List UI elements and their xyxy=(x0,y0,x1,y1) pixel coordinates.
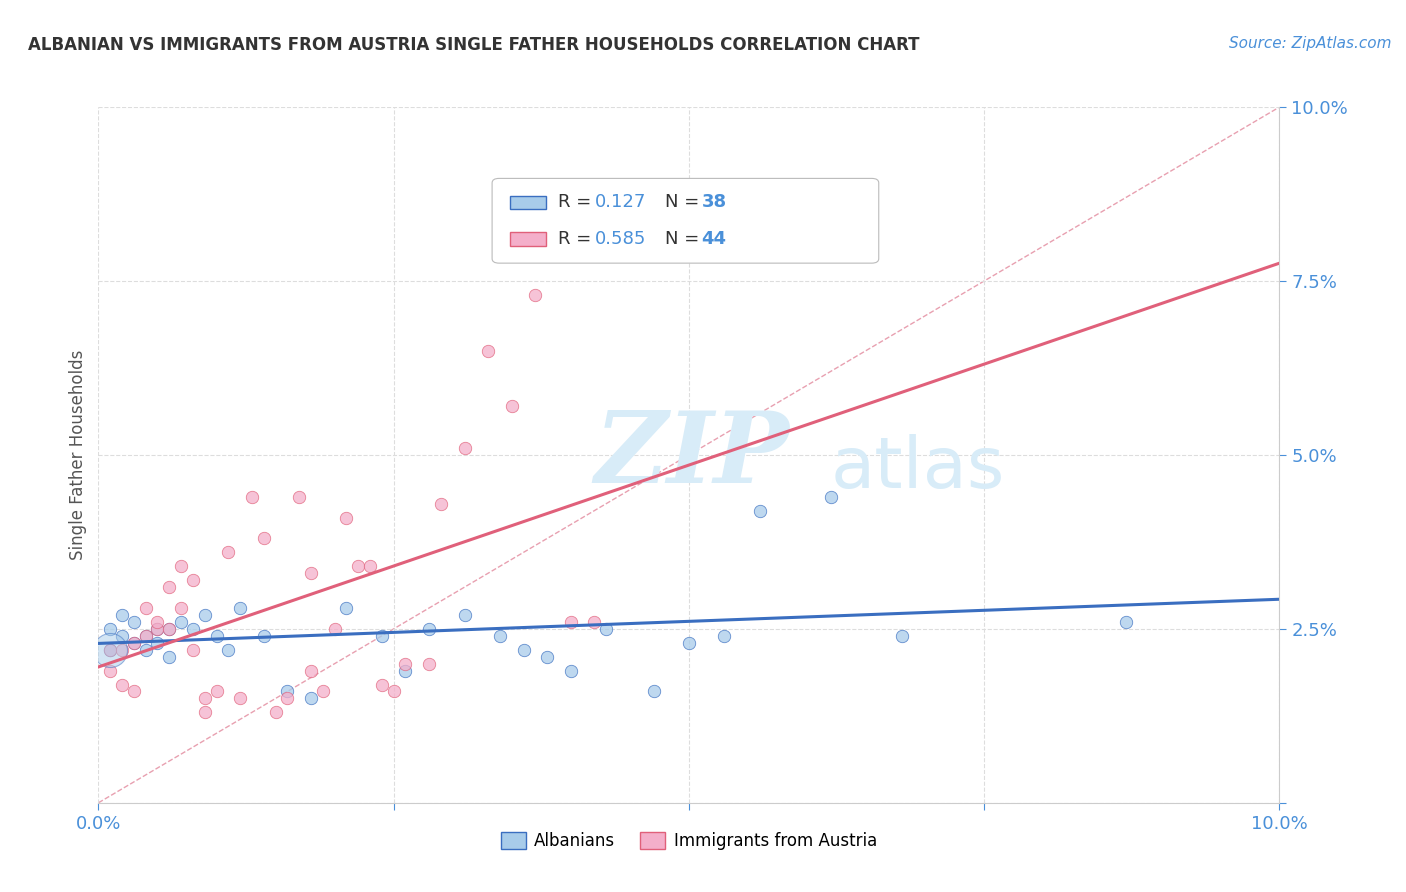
Point xyxy=(111,607,134,622)
Point xyxy=(146,615,169,629)
Point xyxy=(229,691,252,706)
Point xyxy=(135,642,157,657)
Legend: Albanians, Immigrants from Austria: Albanians, Immigrants from Austria xyxy=(495,826,883,857)
Point xyxy=(678,636,700,650)
Point xyxy=(217,642,239,657)
Point xyxy=(135,629,157,643)
Point xyxy=(194,691,217,706)
Point xyxy=(890,629,912,643)
Point xyxy=(748,503,770,517)
Point xyxy=(181,622,204,636)
Point xyxy=(111,642,134,657)
Point xyxy=(347,559,370,574)
Text: 38: 38 xyxy=(702,194,727,211)
Point xyxy=(135,601,157,615)
Point xyxy=(122,636,145,650)
Point xyxy=(643,684,665,698)
Point xyxy=(394,664,416,678)
Point xyxy=(98,642,121,657)
Point xyxy=(170,601,193,615)
Point xyxy=(194,706,217,720)
Point xyxy=(170,615,193,629)
Point xyxy=(288,490,311,504)
Point xyxy=(157,622,180,636)
Point xyxy=(157,649,180,664)
Point xyxy=(536,649,558,664)
Text: 0.585: 0.585 xyxy=(595,230,647,248)
Point xyxy=(253,532,276,546)
Point xyxy=(453,607,475,622)
Point xyxy=(394,657,416,671)
Point xyxy=(111,677,134,691)
Point xyxy=(359,559,381,574)
Point xyxy=(323,622,346,636)
Point xyxy=(560,615,582,629)
Text: ALBANIAN VS IMMIGRANTS FROM AUSTRIA SINGLE FATHER HOUSEHOLDS CORRELATION CHART: ALBANIAN VS IMMIGRANTS FROM AUSTRIA SING… xyxy=(28,36,920,54)
Point xyxy=(122,684,145,698)
Point xyxy=(146,622,169,636)
Text: ZIP: ZIP xyxy=(595,407,789,503)
Point xyxy=(276,691,298,706)
Point xyxy=(299,664,322,678)
Point xyxy=(583,615,606,629)
Text: 44: 44 xyxy=(702,230,727,248)
Point xyxy=(501,399,523,413)
Point xyxy=(418,657,440,671)
Point xyxy=(146,622,169,636)
Point xyxy=(181,642,204,657)
Point xyxy=(240,490,263,504)
Point xyxy=(122,615,145,629)
Point xyxy=(560,664,582,678)
Point xyxy=(98,622,121,636)
Text: atlas: atlas xyxy=(831,434,1005,503)
Text: N =: N = xyxy=(665,230,704,248)
Point xyxy=(512,642,534,657)
Point xyxy=(122,636,145,650)
Point xyxy=(205,629,228,643)
Point xyxy=(229,601,252,615)
Point xyxy=(98,642,121,657)
Point xyxy=(524,288,547,302)
Point xyxy=(371,629,394,643)
Point xyxy=(489,629,512,643)
Point xyxy=(595,622,617,636)
Point xyxy=(264,706,287,720)
Text: R =: R = xyxy=(558,194,598,211)
Point xyxy=(98,664,121,678)
Point xyxy=(276,684,298,698)
Point xyxy=(170,559,193,574)
Point xyxy=(205,684,228,698)
Point xyxy=(453,441,475,455)
Point xyxy=(312,684,335,698)
Point xyxy=(157,622,180,636)
Point xyxy=(371,677,394,691)
Point xyxy=(253,629,276,643)
Point xyxy=(157,580,180,594)
Point xyxy=(194,607,217,622)
Point xyxy=(477,343,499,358)
Text: R =: R = xyxy=(558,230,598,248)
Text: Source: ZipAtlas.com: Source: ZipAtlas.com xyxy=(1229,36,1392,51)
Point xyxy=(111,629,134,643)
Text: 0.127: 0.127 xyxy=(595,194,647,211)
Text: N =: N = xyxy=(665,194,704,211)
Point xyxy=(430,497,453,511)
Point xyxy=(135,629,157,643)
Point xyxy=(1115,615,1137,629)
Point xyxy=(335,510,357,524)
Point xyxy=(181,573,204,587)
Y-axis label: Single Father Households: Single Father Households xyxy=(69,350,87,560)
Point xyxy=(713,629,735,643)
Point xyxy=(299,691,322,706)
Point xyxy=(382,684,405,698)
Point xyxy=(820,490,842,504)
Point xyxy=(299,566,322,581)
Point xyxy=(217,545,239,559)
Point xyxy=(98,642,121,657)
Point xyxy=(418,622,440,636)
Point xyxy=(335,601,357,615)
Point xyxy=(146,636,169,650)
